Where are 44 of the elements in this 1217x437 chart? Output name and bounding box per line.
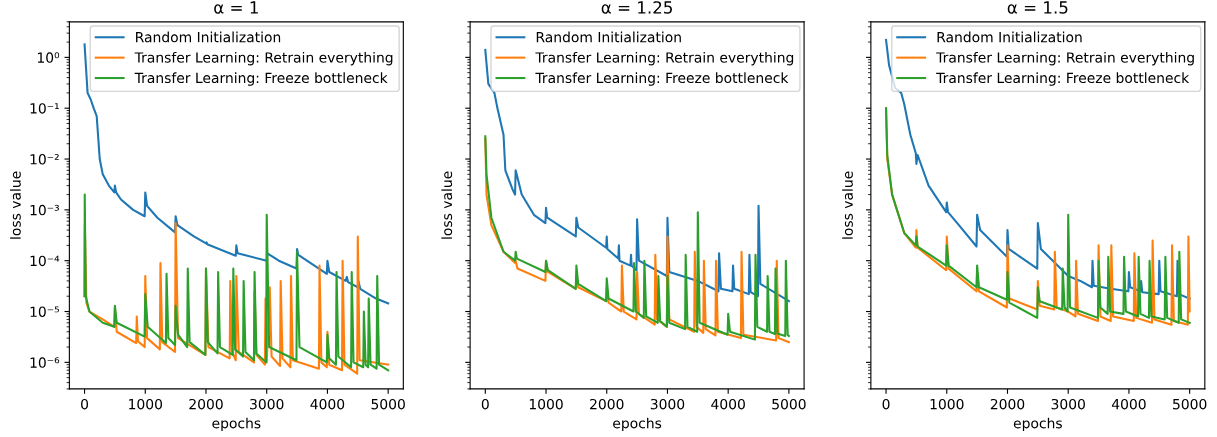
- x-tick-label: 3000: [650, 398, 685, 410]
- x-tick-label: 4000: [1111, 398, 1146, 410]
- x-tick-label: 3000: [250, 398, 284, 410]
- legend-label: Transfer Learning: Freeze bottleneck: [134, 72, 388, 86]
- x-axis-title: epochs: [1013, 417, 1062, 432]
- x-tick-label: 0: [481, 398, 489, 410]
- y-axis-title: loss value: [441, 171, 453, 239]
- line-series: [83, 193, 390, 372]
- legend-label: Transfer Learning: Retrain everything: [535, 51, 794, 66]
- x-axis-title: epochs: [212, 417, 261, 432]
- legend-label: Transfer Learning: Retrain everything: [936, 51, 1194, 66]
- x-tick-label: 2000: [990, 398, 1025, 410]
- x-tick-label: 1000: [529, 398, 563, 410]
- y-tick-label: 10⁻¹: [30, 103, 59, 114]
- legend-label: Transfer Learning: Freeze bottleneck: [936, 72, 1190, 86]
- x-tick-label: 3000: [1051, 398, 1085, 410]
- x-tick-label: 4000: [711, 398, 745, 410]
- x-tick-label: 5000: [371, 398, 405, 410]
- y-axis-title: loss value: [10, 171, 21, 239]
- y-tick-label: 10⁻³: [30, 204, 59, 216]
- x-tick-label: 0: [882, 398, 890, 410]
- legend-label: Transfer Learning: Freeze bottleneck: [535, 72, 789, 86]
- x-tick-label: 1000: [129, 398, 163, 410]
- x-tick-label: 5000: [1173, 398, 1207, 410]
- y-tick-label: 10⁻⁶: [30, 357, 60, 368]
- y-tick-label: 10⁻²: [30, 154, 59, 165]
- legend-label: Transfer Learning: Retrain everything: [134, 51, 393, 66]
- legend-label: Random Initialization: [937, 31, 1082, 43]
- x-tick-label: 0: [81, 398, 89, 410]
- y-tick-label: 10⁻⁴: [30, 255, 60, 267]
- y-tick-label: 10⁻⁵: [30, 306, 59, 317]
- y-tick-label: 10⁰: [37, 52, 60, 63]
- x-tick-label: 5000: [772, 398, 806, 410]
- x-tick-label: 1000: [930, 398, 964, 410]
- y-axis-title: loss value: [842, 171, 853, 239]
- x-tick-label: 4000: [310, 398, 345, 410]
- legend-label: Random Initialization: [136, 31, 281, 43]
- x-tick-label: 2000: [590, 398, 624, 410]
- chart-title: α = 1: [214, 1, 258, 14]
- chart-title: α = 1.25: [601, 1, 672, 14]
- x-axis-title: epochs: [613, 417, 662, 432]
- x-tick-label: 2000: [189, 398, 223, 410]
- legend-label: Random Initialization: [536, 31, 681, 43]
- chart-title: α = 1.5: [1007, 1, 1068, 14]
